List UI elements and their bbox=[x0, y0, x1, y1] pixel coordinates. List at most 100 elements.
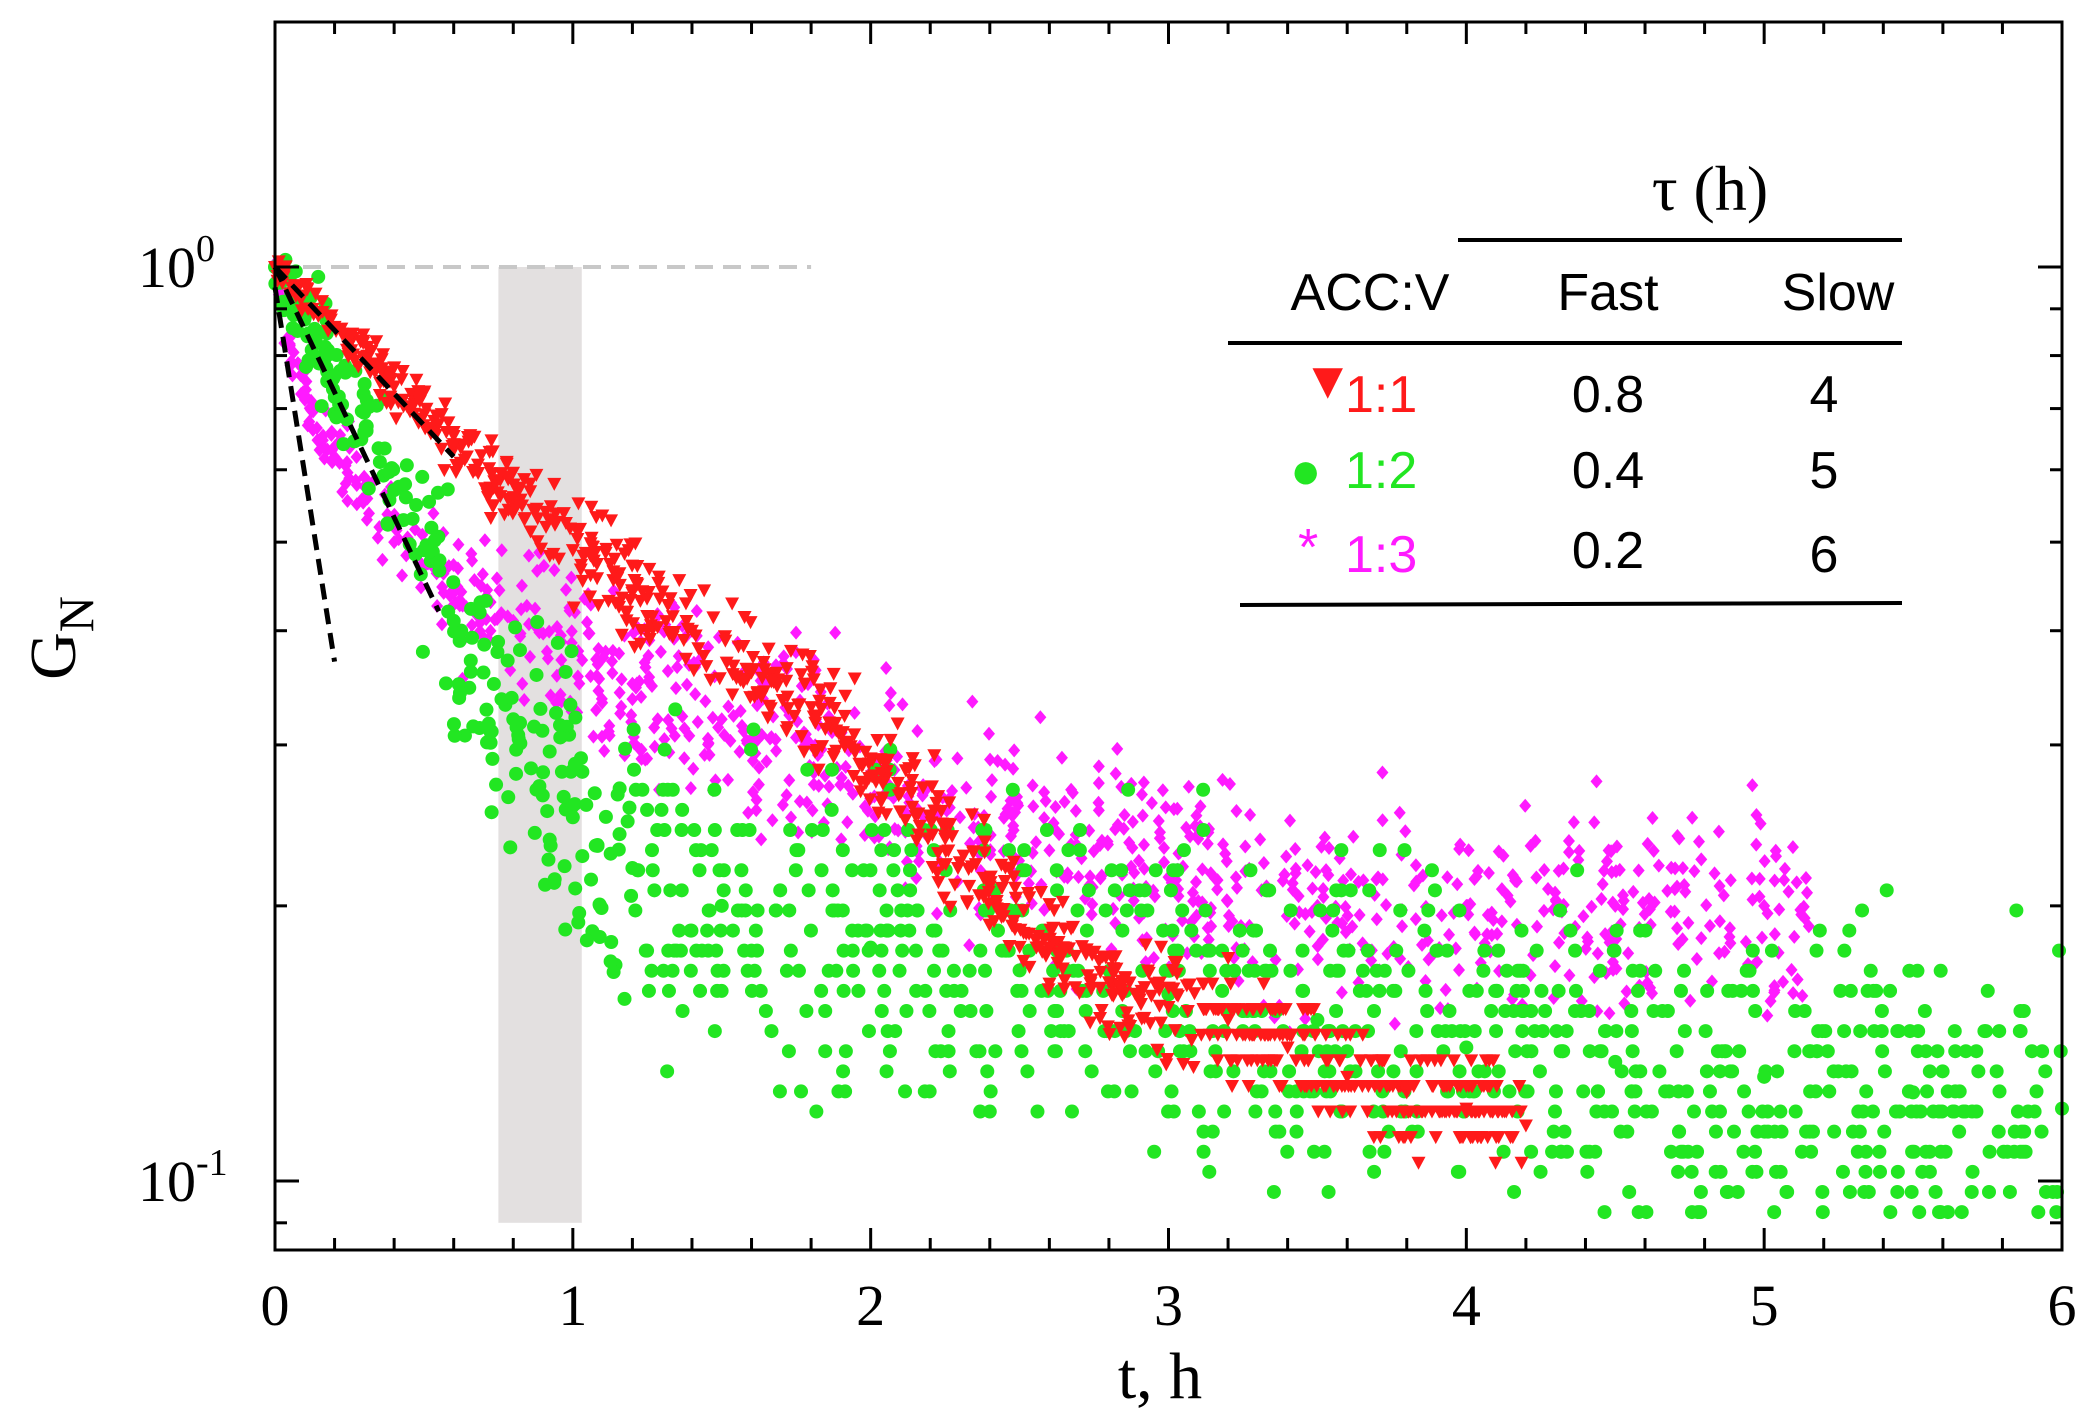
data-point-1-3 bbox=[1038, 811, 1051, 826]
data-point-1-3 bbox=[1221, 894, 1234, 909]
data-point-1-3 bbox=[737, 724, 750, 739]
data-point-1-2 bbox=[1452, 1064, 1467, 1079]
data-point-1-1 bbox=[1101, 976, 1116, 990]
data-point-1-1 bbox=[977, 846, 992, 860]
data-point-1-1 bbox=[589, 557, 604, 571]
data-point-1-3 bbox=[1211, 882, 1224, 897]
data-point-1-2 bbox=[1409, 1024, 1424, 1039]
data-point-1-2 bbox=[285, 321, 300, 336]
data-point-1-2 bbox=[1835, 1164, 1850, 1179]
data-point-1-3 bbox=[488, 612, 501, 627]
data-point-1-2 bbox=[1815, 1184, 1830, 1199]
data-point-1-3 bbox=[626, 692, 639, 707]
y-tick-labels: 100 10-1 bbox=[138, 228, 228, 1214]
data-point-1-2 bbox=[982, 1104, 997, 1119]
data-point-1-1 bbox=[1318, 1028, 1333, 1042]
data-point-1-3 bbox=[1055, 750, 1068, 765]
data-point-1-2 bbox=[1359, 983, 1374, 998]
data-point-1-1 bbox=[506, 491, 521, 505]
data-point-1-2 bbox=[939, 983, 954, 998]
x-tick-label: 6 bbox=[2048, 1273, 2077, 1338]
data-point-1-2 bbox=[457, 728, 472, 743]
data-point-1-2 bbox=[479, 702, 494, 717]
data-point-1-1 bbox=[697, 584, 712, 598]
data-point-1-2 bbox=[1856, 1104, 1871, 1119]
data-point-1-2 bbox=[476, 665, 491, 680]
data-point-1-3 bbox=[1376, 872, 1389, 887]
data-point-1-3 bbox=[1652, 858, 1665, 873]
data-point-1-2 bbox=[1326, 903, 1341, 918]
data-point-1-1 bbox=[893, 805, 908, 819]
data-point-1-3 bbox=[1380, 897, 1393, 912]
data-point-1-3 bbox=[1717, 888, 1730, 903]
data-point-1-2 bbox=[1844, 1064, 1859, 1079]
data-point-1-2 bbox=[1883, 1205, 1898, 1220]
data-point-1-3 bbox=[1299, 1011, 1312, 1026]
data-point-1-2 bbox=[1329, 963, 1344, 978]
data-point-1-2 bbox=[902, 863, 917, 878]
data-point-1-1 bbox=[1041, 983, 1056, 997]
data-point-1-1 bbox=[1072, 986, 1087, 1000]
data-point-1-3 bbox=[1622, 946, 1635, 961]
data-point-1-2 bbox=[1842, 923, 1857, 938]
data-point-1-2 bbox=[380, 517, 395, 532]
data-point-1-2 bbox=[440, 482, 455, 497]
data-point-1-1 bbox=[1176, 1058, 1191, 1072]
data-point-1-3 bbox=[1791, 972, 1804, 987]
data-point-1-2 bbox=[835, 843, 850, 858]
data-point-1-2 bbox=[1625, 1044, 1640, 1059]
data-point-1-3 bbox=[1043, 843, 1056, 858]
data-point-1-1 bbox=[1513, 1105, 1528, 1119]
data-point-1-2 bbox=[484, 805, 499, 820]
data-point-1-2 bbox=[1863, 963, 1878, 978]
data-point-1-2 bbox=[1698, 1024, 1713, 1039]
data-point-1-2 bbox=[1336, 943, 1351, 958]
data-point-1-1 bbox=[883, 733, 898, 747]
data-point-1-1 bbox=[1008, 892, 1023, 906]
data-point-1-2 bbox=[1360, 943, 1375, 958]
data-point-1-3 bbox=[1301, 858, 1314, 873]
data-point-1-2 bbox=[2012, 1024, 2027, 1039]
data-point-1-2 bbox=[892, 963, 907, 978]
data-point-1-2 bbox=[477, 637, 492, 652]
data-point-1-1 bbox=[909, 834, 924, 848]
data-point-1-2 bbox=[1598, 1024, 1613, 1039]
data-point-1-2 bbox=[654, 802, 669, 817]
data-point-1-1 bbox=[619, 614, 634, 628]
data-point-1-1 bbox=[898, 814, 913, 828]
data-point-1-3 bbox=[1370, 872, 1383, 887]
data-point-1-2 bbox=[617, 991, 632, 1006]
data-point-1-1 bbox=[493, 467, 508, 481]
data-point-1-2 bbox=[1254, 1084, 1269, 1099]
data-point-1-2 bbox=[1397, 843, 1412, 858]
data-point-1-2 bbox=[446, 575, 461, 590]
data-point-1-2 bbox=[1421, 903, 1436, 918]
data-point-1-1 bbox=[389, 412, 404, 426]
data-point-1-2 bbox=[814, 983, 829, 998]
data-point-1-2 bbox=[542, 744, 557, 759]
data-point-1-1 bbox=[1482, 1079, 1497, 1093]
data-point-1-2 bbox=[2031, 1205, 2046, 1220]
data-point-1-2 bbox=[1452, 903, 1467, 918]
data-point-1-2 bbox=[1226, 1064, 1241, 1079]
data-point-1-2 bbox=[550, 635, 565, 650]
data-point-1-1 bbox=[543, 500, 558, 514]
data-point-1-2 bbox=[978, 823, 993, 838]
data-point-1-1 bbox=[1260, 1028, 1275, 1042]
data-point-1-1 bbox=[382, 369, 397, 383]
data-point-1-3 bbox=[590, 702, 603, 717]
data-point-1-1 bbox=[1140, 964, 1155, 978]
data-point-1-2 bbox=[1624, 1084, 1639, 1099]
data-point-1-1 bbox=[419, 402, 434, 416]
data-point-1-1 bbox=[394, 373, 409, 387]
data-point-1-3 bbox=[590, 652, 603, 667]
data-point-1-1 bbox=[1223, 977, 1238, 991]
data-point-1-3 bbox=[1346, 919, 1359, 934]
data-point-1-1 bbox=[1161, 1001, 1176, 1015]
data-point-1-3 bbox=[683, 728, 696, 743]
data-point-1-2 bbox=[980, 1064, 995, 1079]
data-point-1-2 bbox=[672, 923, 687, 938]
data-point-1-2 bbox=[851, 983, 866, 998]
data-point-1-2 bbox=[1377, 1144, 1392, 1159]
data-point-1-2 bbox=[1875, 1044, 1890, 1059]
